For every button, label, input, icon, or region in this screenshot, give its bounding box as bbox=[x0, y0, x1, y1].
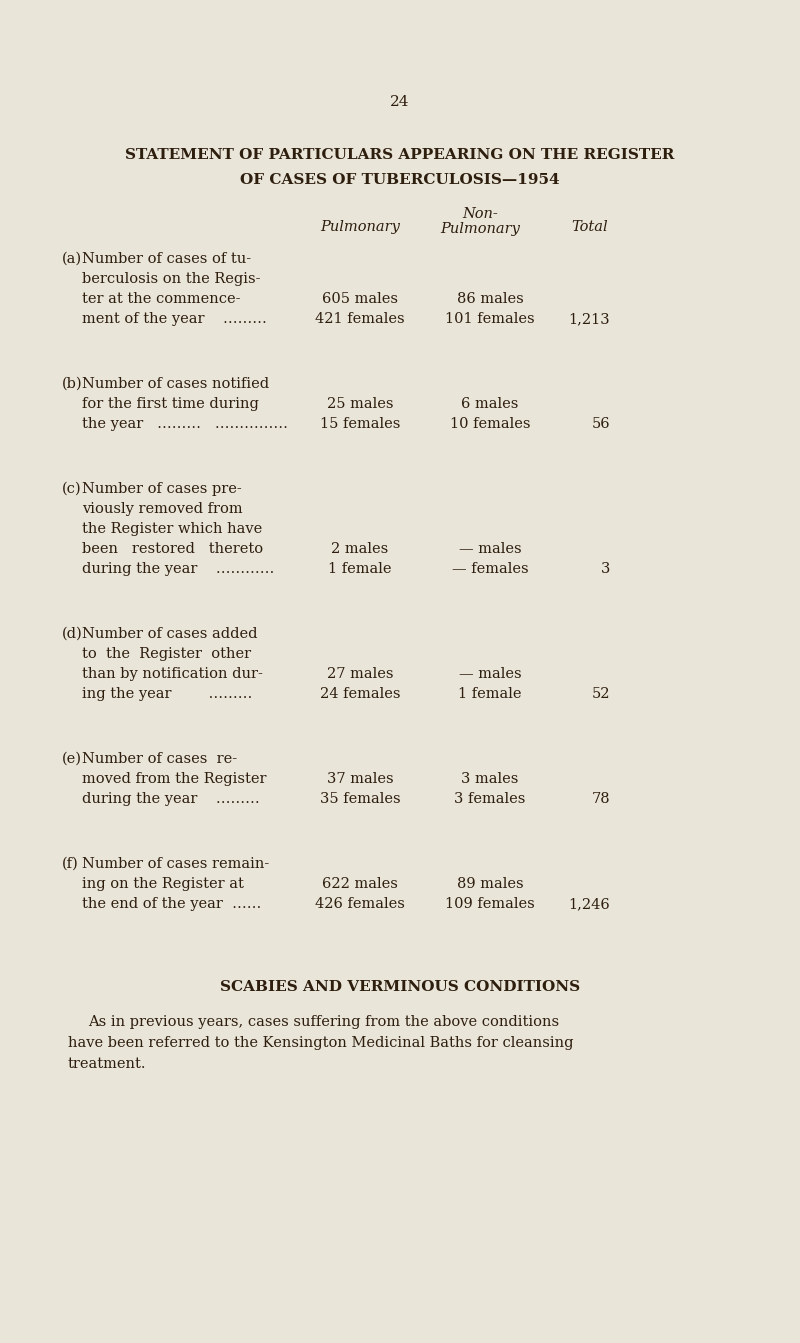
Text: ing the year        ………: ing the year ……… bbox=[82, 688, 252, 701]
Text: — males: — males bbox=[458, 667, 522, 681]
Text: ing on the Register at: ing on the Register at bbox=[82, 877, 244, 890]
Text: 25 males: 25 males bbox=[326, 398, 394, 411]
Text: 24 females: 24 females bbox=[320, 688, 400, 701]
Text: 3 females: 3 females bbox=[454, 792, 526, 806]
Text: 89 males: 89 males bbox=[457, 877, 523, 890]
Text: (e): (e) bbox=[62, 752, 82, 766]
Text: during the year    ………: during the year ……… bbox=[82, 792, 260, 806]
Text: 605 males: 605 males bbox=[322, 291, 398, 306]
Text: STATEMENT OF PARTICULARS APPEARING ON THE REGISTER: STATEMENT OF PARTICULARS APPEARING ON TH… bbox=[126, 148, 674, 163]
Text: 35 females: 35 females bbox=[320, 792, 400, 806]
Text: Pulmonary: Pulmonary bbox=[320, 220, 400, 234]
Text: 1,213: 1,213 bbox=[568, 312, 610, 326]
Text: 1 female: 1 female bbox=[458, 688, 522, 701]
Text: (f): (f) bbox=[62, 857, 78, 872]
Text: the Register which have: the Register which have bbox=[82, 522, 262, 536]
Text: Total: Total bbox=[572, 220, 608, 234]
Text: Pulmonary: Pulmonary bbox=[440, 222, 520, 236]
Text: (c): (c) bbox=[62, 482, 82, 496]
Text: 24: 24 bbox=[390, 95, 410, 109]
Text: 78: 78 bbox=[591, 792, 610, 806]
Text: the end of the year  ……: the end of the year …… bbox=[82, 897, 262, 911]
Text: have been referred to the Kensington Medicinal Baths for cleansing: have been referred to the Kensington Med… bbox=[68, 1035, 574, 1050]
Text: during the year    …………: during the year ………… bbox=[82, 561, 274, 576]
Text: ter at the commence-: ter at the commence- bbox=[82, 291, 241, 306]
Text: for the first time during: for the first time during bbox=[82, 398, 259, 411]
Text: 86 males: 86 males bbox=[457, 291, 523, 306]
Text: 109 females: 109 females bbox=[445, 897, 535, 911]
Text: 3: 3 bbox=[601, 561, 610, 576]
Text: As in previous years, cases suffering from the above conditions: As in previous years, cases suffering fr… bbox=[88, 1015, 559, 1029]
Text: Non-: Non- bbox=[462, 207, 498, 222]
Text: 3 males: 3 males bbox=[462, 772, 518, 786]
Text: 52: 52 bbox=[591, 688, 610, 701]
Text: moved from the Register: moved from the Register bbox=[82, 772, 266, 786]
Text: (b): (b) bbox=[62, 377, 82, 391]
Text: Number of cases pre-: Number of cases pre- bbox=[82, 482, 242, 496]
Text: berculosis on the Regis-: berculosis on the Regis- bbox=[82, 273, 261, 286]
Text: the year   ………   ……………: the year ……… …………… bbox=[82, 416, 288, 431]
Text: — females: — females bbox=[452, 561, 528, 576]
Text: ment of the year    ………: ment of the year ……… bbox=[82, 312, 267, 326]
Text: 37 males: 37 males bbox=[326, 772, 394, 786]
Text: Number of cases of tu-: Number of cases of tu- bbox=[82, 252, 251, 266]
Text: SCABIES AND VERMINOUS CONDITIONS: SCABIES AND VERMINOUS CONDITIONS bbox=[220, 980, 580, 994]
Text: viously removed from: viously removed from bbox=[82, 502, 242, 516]
Text: 1,246: 1,246 bbox=[568, 897, 610, 911]
Text: 56: 56 bbox=[591, 416, 610, 431]
Text: 6 males: 6 males bbox=[462, 398, 518, 411]
Text: 2 males: 2 males bbox=[331, 543, 389, 556]
Text: treatment.: treatment. bbox=[68, 1057, 146, 1070]
Text: (d): (d) bbox=[62, 627, 82, 641]
Text: OF CASES OF TUBERCULOSIS—1954: OF CASES OF TUBERCULOSIS—1954 bbox=[240, 173, 560, 187]
Text: 15 females: 15 females bbox=[320, 416, 400, 431]
Text: than by notification dur-: than by notification dur- bbox=[82, 667, 263, 681]
Text: (a): (a) bbox=[62, 252, 82, 266]
Text: 27 males: 27 males bbox=[326, 667, 394, 681]
Text: 421 females: 421 females bbox=[315, 312, 405, 326]
Text: to  the  Register  other: to the Register other bbox=[82, 647, 251, 661]
Text: 1 female: 1 female bbox=[328, 561, 392, 576]
Text: 101 females: 101 females bbox=[445, 312, 535, 326]
Text: been   restored   thereto: been restored thereto bbox=[82, 543, 263, 556]
Text: 426 females: 426 females bbox=[315, 897, 405, 911]
Text: 10 females: 10 females bbox=[450, 416, 530, 431]
Text: Number of cases  re-: Number of cases re- bbox=[82, 752, 237, 766]
Text: Number of cases remain-: Number of cases remain- bbox=[82, 857, 270, 872]
Text: 622 males: 622 males bbox=[322, 877, 398, 890]
Text: Number of cases notified: Number of cases notified bbox=[82, 377, 269, 391]
Text: Number of cases added: Number of cases added bbox=[82, 627, 258, 641]
Text: — males: — males bbox=[458, 543, 522, 556]
